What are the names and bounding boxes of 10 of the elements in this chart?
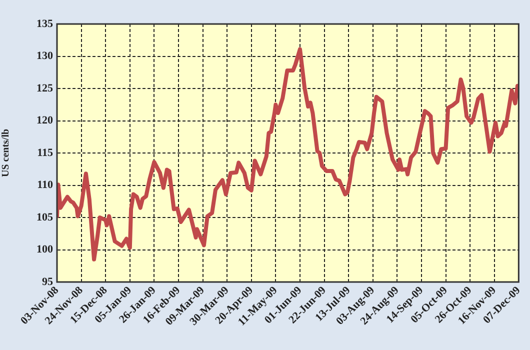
y-tick-label: 110 [37,179,54,192]
y-tick-label: 95 [42,276,54,288]
y-tick-label: 105 [36,211,54,224]
y-tick-label: 125 [36,82,54,94]
y-tick-label: 130 [36,50,54,62]
y-tick-label: 115 [37,146,54,159]
y-axis-title: US cents/lb [0,128,12,178]
y-tick-label: 120 [36,114,54,127]
y-tick-label: 135 [36,18,54,30]
y-tick-label: 100 [36,244,54,256]
